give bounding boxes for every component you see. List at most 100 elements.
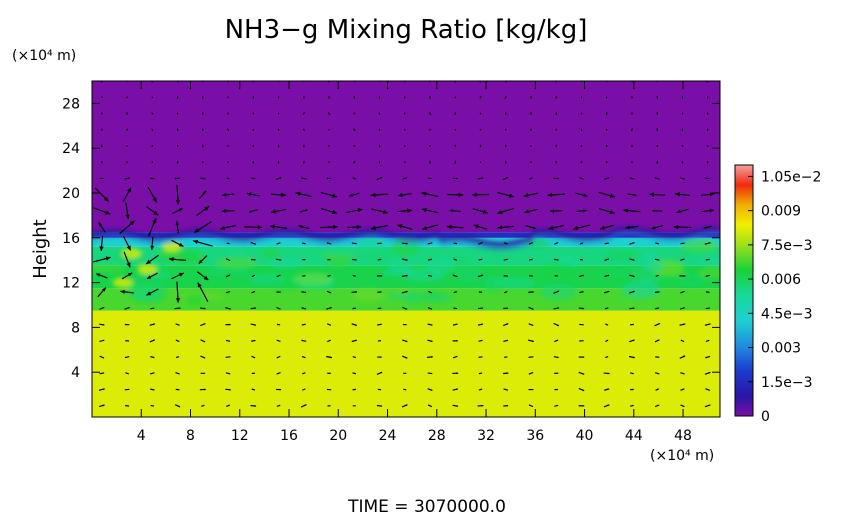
wind-vector (503, 372, 509, 375)
wind-vector (352, 372, 357, 375)
wind-vector (578, 356, 585, 358)
colorbar (734, 164, 754, 417)
wind-vector (452, 274, 458, 278)
wind-vector (150, 236, 155, 250)
wind-vector (427, 242, 433, 245)
wind-vector (680, 404, 685, 408)
wind-vector (225, 307, 231, 310)
wind-vector (174, 404, 181, 408)
wind-vector (298, 224, 310, 230)
wind-vector (377, 388, 382, 391)
wind-vector (402, 177, 408, 180)
wind-vector (654, 177, 660, 180)
wind-vector (530, 95, 532, 99)
wind-vector (301, 388, 306, 391)
colorbar-tick-label: 7.5e−3 (761, 238, 813, 254)
wind-vector (553, 307, 560, 310)
wind-vector (705, 177, 710, 180)
wind-vector (252, 95, 255, 99)
wind-vector (269, 224, 288, 229)
wind-vector (478, 258, 483, 261)
wind-vector (151, 128, 154, 131)
blob (270, 280, 302, 290)
wind-vector (251, 339, 256, 342)
wind-vector (478, 356, 483, 358)
wind-vector (427, 339, 433, 343)
wind-vector (201, 95, 204, 99)
wind-vector (604, 274, 610, 277)
wind-vector (605, 355, 609, 359)
wind-vector (376, 371, 383, 376)
wind-vector (656, 160, 659, 164)
wind-vector (198, 255, 208, 265)
wind-vector (175, 281, 181, 303)
wind-vector (631, 81, 633, 83)
wind-vector (478, 372, 483, 375)
wind-vector (320, 191, 338, 198)
wind-vector (401, 355, 408, 359)
wind-vector (351, 291, 358, 293)
wind-vector (706, 81, 709, 83)
y-tick-label: 20 (62, 186, 80, 202)
wind-vector (528, 242, 534, 245)
wind-vector (123, 251, 131, 268)
wind-vector (403, 95, 406, 99)
wind-vector (705, 339, 710, 342)
wind-vector (679, 323, 686, 326)
wind-vector (525, 224, 537, 230)
wind-vector (676, 208, 689, 214)
wind-vector (175, 323, 180, 326)
wind-vector (454, 96, 457, 99)
wind-vector (528, 371, 534, 375)
wind-vector (605, 128, 608, 131)
wind-vector (605, 144, 608, 148)
wind-vector (301, 355, 306, 359)
wind-vector (327, 81, 330, 83)
wind-vector (452, 388, 459, 391)
blob (357, 237, 385, 251)
wind-vector (199, 190, 207, 199)
wind-vector (554, 242, 559, 245)
wind-vector (199, 177, 206, 180)
wind-vector (122, 187, 132, 203)
blob (621, 280, 661, 299)
wind-vector (580, 112, 583, 115)
wind-vector (579, 291, 584, 294)
wind-vector (503, 339, 509, 342)
wind-vector (706, 128, 709, 132)
wind-vector (251, 388, 256, 391)
x-tick-label: 20 (329, 428, 347, 444)
wind-vector (176, 128, 179, 132)
wind-vector (427, 258, 433, 261)
x-tick-label: 12 (231, 428, 249, 444)
wind-vector (651, 224, 663, 230)
wind-vector (704, 404, 711, 408)
wind-vector (625, 225, 639, 230)
wind-vector (226, 290, 231, 294)
wind-vector (172, 207, 183, 214)
wind-vector (680, 372, 685, 375)
wind-vector (351, 323, 358, 327)
wind-vector (277, 81, 280, 83)
wind-vector (353, 144, 356, 148)
wind-vector (429, 81, 431, 83)
colorbar-tick-label: 0.006 (761, 272, 801, 288)
wind-vector (705, 291, 710, 293)
wind-vector (197, 282, 209, 303)
wind-vector (150, 307, 155, 310)
wind-vector (579, 177, 584, 180)
wind-vector (599, 224, 614, 230)
wind-vector (604, 307, 609, 310)
wind-vector (447, 192, 464, 197)
wind-vector (403, 144, 406, 148)
x-tick-label: 48 (674, 428, 692, 444)
wind-vector (655, 388, 660, 391)
y-tick-label: 8 (71, 320, 80, 336)
colorbar-ticks: 0 1.5e−3 0.003 4.5e−3 0.006 7.5e−3 0.009 1.05e−… (748, 169, 821, 425)
wind-vector (402, 339, 408, 343)
y-tick-label: 28 (62, 96, 80, 112)
wind-vector (654, 404, 660, 408)
wind-vector (377, 258, 382, 261)
wind-vector (149, 372, 155, 375)
